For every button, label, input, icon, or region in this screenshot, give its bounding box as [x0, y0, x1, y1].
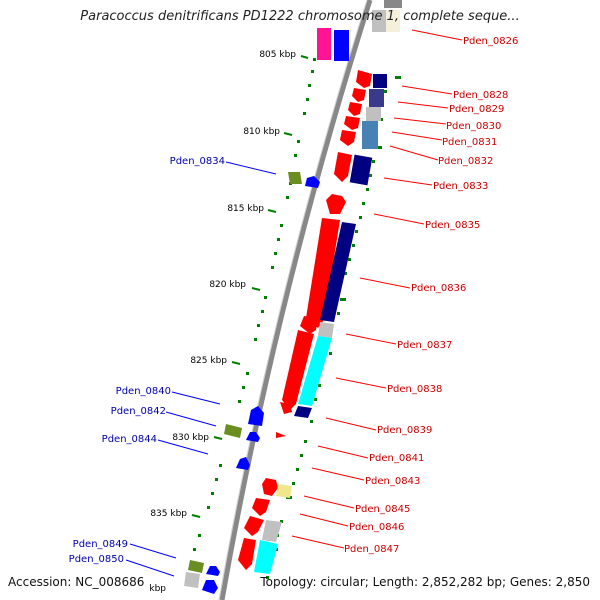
gene-block	[276, 484, 292, 498]
chromosome-backbone	[219, 0, 373, 600]
gene-arrow-pden-0836	[306, 218, 340, 328]
forward-strand-genes	[238, 0, 402, 574]
kbp-label: 820 kbp	[209, 280, 246, 290]
gene-label: Pden_0832	[438, 156, 493, 167]
gene-label: Pden_0845	[355, 504, 410, 515]
kbp-label: 815 kbp	[227, 204, 264, 214]
major-ticks	[191, 55, 309, 518]
gene-arrow-pden-0833	[334, 152, 352, 182]
gene-arrow-pden-0839	[280, 402, 292, 414]
gene-label: Pden_0836	[411, 283, 466, 294]
gene-arrow-pden-0832	[340, 130, 356, 146]
reverse-label-leaders	[125, 161, 277, 577]
reverse-gene-labels: Pden_0834 Pden_0840 Pden_0842 Pden_0844 …	[69, 156, 225, 565]
gene-block	[349, 154, 373, 186]
gene-label: Pden_0840	[116, 386, 171, 397]
gene-label: Pden_0835	[425, 220, 480, 231]
gene-label: Pden_0826	[463, 36, 518, 47]
gene-label: Pden_0837	[397, 340, 452, 351]
gene-block	[384, 0, 402, 8]
gene-block	[254, 540, 278, 574]
gene-arrow-pden-0846	[244, 516, 264, 536]
gene-label: Pden_0828	[453, 90, 508, 101]
accession-text: Accession: NC_008686	[8, 575, 145, 589]
gene-block	[294, 406, 312, 418]
gene-arrow-pden-0835	[326, 194, 346, 214]
gene-arrow-pden-0838	[282, 330, 314, 410]
gene-label: Pden_0834	[170, 156, 225, 167]
gene-block	[262, 520, 282, 542]
backbone-highlight	[218, 0, 368, 600]
gene-block	[373, 74, 387, 88]
gene-block	[362, 121, 378, 149]
gene-arrow-pden-0849	[188, 560, 204, 573]
gene-arrow-pden-0845	[252, 498, 270, 516]
reverse-strand-genes	[184, 28, 349, 594]
kbp-label: 810 kbp	[243, 127, 280, 137]
kbp-label: 835 kbp	[150, 509, 187, 519]
kbp-label: 825 kbp	[190, 356, 227, 366]
gene-arrow-pden-0847	[238, 538, 256, 570]
kbp-label: 805 kbp	[259, 50, 296, 60]
gene-arrow	[202, 580, 218, 594]
gene-label: Pden_0829	[449, 104, 504, 115]
gene-arrow-pden-0843	[262, 478, 278, 496]
gene-arrow-pden-0844	[236, 457, 250, 470]
gene-label: Pden_0844	[102, 434, 157, 445]
gene-block	[318, 322, 334, 338]
forward-label-leaders	[291, 29, 463, 549]
gene-arrow-pden-0842	[224, 424, 242, 438]
gene-label: Pden_0838	[387, 384, 442, 395]
gene-arrow-pden-0841	[276, 432, 286, 438]
kbp-labels: 805 kbp 810 kbp 815 kbp 820 kbp 825 kbp …	[149, 50, 296, 594]
gene-block	[320, 222, 356, 322]
gene-arrow	[305, 176, 320, 188]
gene-label: Pden_0846	[349, 522, 404, 533]
gene-label: Pden_0831	[442, 137, 497, 148]
gene-block	[317, 28, 331, 60]
gene-label: Pden_0841	[369, 453, 424, 464]
gene-arrow-pden-0837	[300, 316, 318, 334]
gene-arrow-pden-0830	[348, 102, 362, 116]
gene-block	[386, 10, 400, 32]
forward-gene-labels: Pden_0826 Pden_0828 Pden_0829 Pden_0830 …	[344, 36, 518, 555]
gene-block	[366, 107, 381, 121]
kbp-label: kbp	[149, 584, 166, 594]
gene-block	[298, 336, 332, 406]
gene-arrow-pden-0840	[248, 406, 264, 426]
gene-label: Pden_0849	[73, 539, 128, 550]
gene-label: Pden_0850	[69, 554, 124, 565]
gene-arrow-pden-0850	[184, 572, 200, 588]
gene-arrow	[206, 566, 220, 576]
gene-label: Pden_0847	[344, 544, 399, 555]
topology-text: Topology: circular; Length: 2,852,282 bp…	[260, 575, 590, 589]
kbp-label: 830 kbp	[172, 433, 209, 443]
gene-arrow	[246, 432, 260, 442]
gene-arrow-pden-0828	[356, 70, 372, 88]
gene-block	[372, 10, 386, 32]
gene-block	[369, 89, 384, 107]
gene-label: Pden_0833	[433, 181, 488, 192]
gene-arrow-pden-0834	[288, 172, 302, 184]
gene-block	[334, 30, 349, 61]
gene-arrow-pden-0831	[344, 116, 360, 130]
outer-tick-arc-left	[193, 58, 316, 551]
gene-label: Pden_0843	[365, 476, 420, 487]
gene-arrow-pden-0829	[352, 88, 366, 102]
map-title: Paracoccus denitrificans PD1222 chromoso…	[80, 9, 520, 24]
gene-label: Pden_0842	[111, 406, 166, 417]
gene-label: Pden_0830	[446, 121, 501, 132]
gene-label: Pden_0839	[377, 425, 432, 436]
